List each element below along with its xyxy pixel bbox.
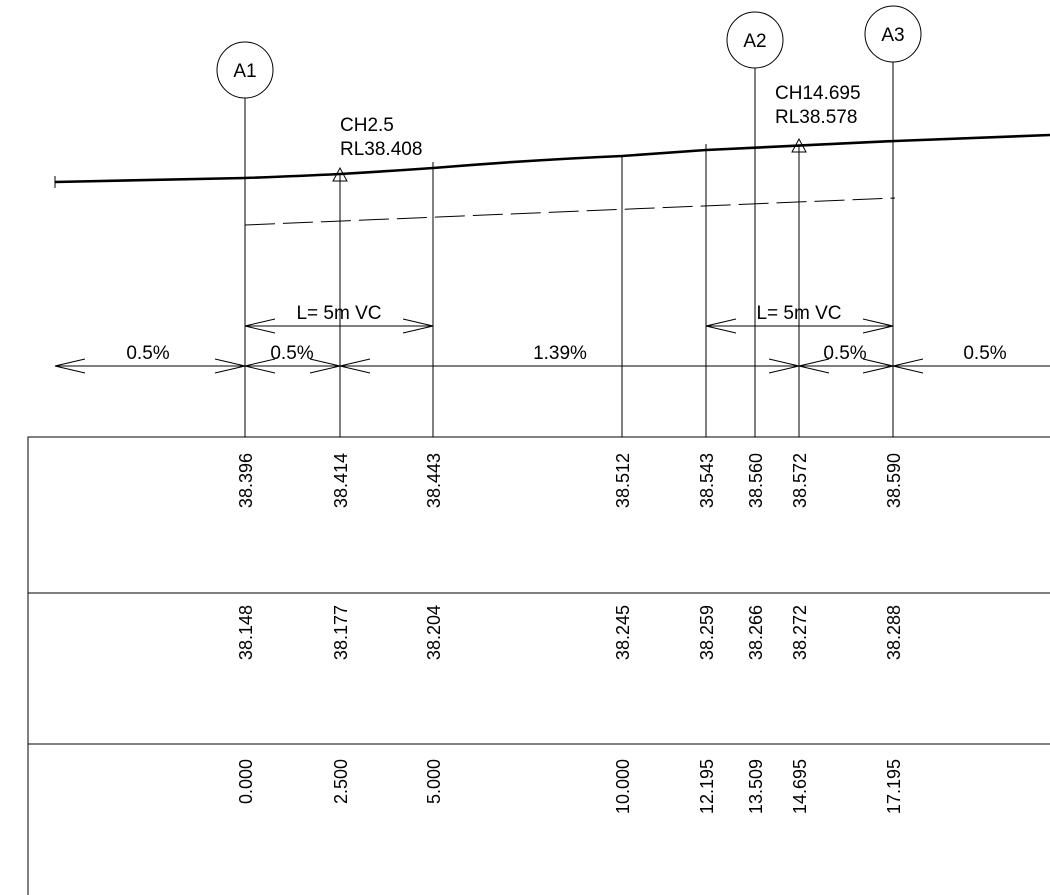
profile-ticks <box>244 135 894 184</box>
point-ch14-695-triangle <box>791 137 807 153</box>
grade-label: 1.39% <box>533 343 587 364</box>
design-profile-line <box>54 133 1050 184</box>
design-level-value: 38.443 <box>424 453 444 508</box>
point-ch2-5-label: CH2.5 <box>340 115 394 136</box>
existing-level-value: 38.288 <box>884 605 904 660</box>
chainage-value: 13.509 <box>746 759 766 814</box>
existing-level-value: 38.204 <box>424 605 444 660</box>
design-level-value: 38.414 <box>331 453 351 508</box>
existing-levels-row: 38.148 38.177 38.204 38.245 38.259 38.266 38.2… <box>236 605 904 660</box>
existing-level-value: 38.148 <box>236 605 256 660</box>
existing-level-value: 38.266 <box>746 605 766 660</box>
chainages-row: 0.000 2.500 5.000 10.000 12.195 13.509 14.695 1… <box>236 759 904 814</box>
vertical-curve-2-label: L= 5m VC <box>756 303 841 324</box>
grade-label: 0.5% <box>963 343 1006 364</box>
grade-label: 0.5% <box>126 343 169 364</box>
design-levels-row: 38.396 38.414 38.443 38.512 38.543 38.560 38.5… <box>236 453 904 508</box>
chainage-value: 0.000 <box>236 759 256 804</box>
existing-level-value: 38.177 <box>331 605 351 660</box>
grade-label: 0.5% <box>823 343 866 364</box>
chainage-value: 17.195 <box>884 759 904 814</box>
existing-level-value: 38.245 <box>613 605 633 660</box>
grade-arrows <box>54 358 924 374</box>
chainage-value: 2.500 <box>331 759 351 804</box>
design-level-value: 38.572 <box>790 453 810 508</box>
design-level-value: 38.543 <box>697 453 717 508</box>
marker-a3-label: A3 <box>881 25 904 46</box>
marker-a1-circle <box>216 41 274 99</box>
design-level-value: 38.512 <box>613 453 633 508</box>
marker-a1: A1 <box>216 41 274 437</box>
marker-a3-circle <box>864 5 922 63</box>
vertical-curve-1: L= 5m VC <box>244 303 434 334</box>
design-level-value: 38.590 <box>884 453 904 508</box>
existing-surface-line <box>244 197 896 226</box>
chainage-value: 12.195 <box>697 759 717 814</box>
marker-a2: A2 <box>726 11 784 437</box>
chainage-value: 10.000 <box>613 759 633 814</box>
marker-a2-label: A2 <box>743 31 766 52</box>
marker-a3: A3 <box>864 5 922 437</box>
existing-level-value: 38.272 <box>790 605 810 660</box>
vertical-curve-2: L= 5m VC <box>705 303 894 334</box>
chainage-value: 5.000 <box>424 759 444 804</box>
data-table-frame <box>27 436 1050 895</box>
vertical-curve-1-label: L= 5m VC <box>296 303 381 324</box>
existing-level-value: 38.259 <box>697 605 717 660</box>
point-ch2-5-triangle <box>332 166 348 182</box>
point-ch14-695-level: RL38.578 <box>775 107 857 128</box>
point-ch2-5-level: RL38.408 <box>340 139 422 160</box>
design-level-value: 38.560 <box>746 453 766 508</box>
design-level-value: 38.396 <box>236 453 256 508</box>
marker-a1-label: A1 <box>233 61 256 82</box>
grade-label: 0.5% <box>270 343 313 364</box>
chainage-value: 14.695 <box>790 759 810 814</box>
point-ch14-695-label: CH14.695 <box>775 83 861 104</box>
marker-a2-circle <box>726 11 784 69</box>
